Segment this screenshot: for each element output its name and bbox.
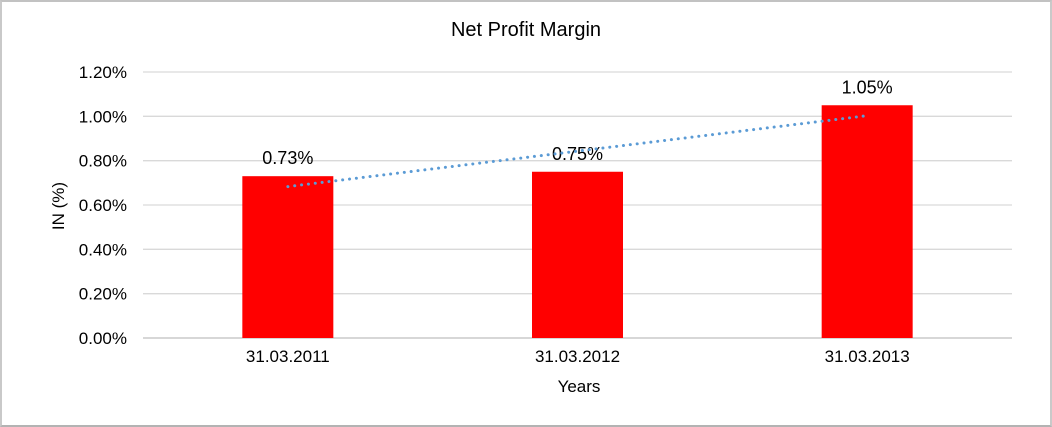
y-tick-label: 0.20% [79,285,127,304]
bar[interactable] [242,176,334,338]
y-tick-label: 0.80% [79,152,127,171]
y-tick-label: 0.60% [79,196,127,215]
chart-title: Net Profit Margin [450,19,602,41]
y-tick-label: 1.20% [79,63,127,82]
bar-value-label: 1.05% [842,77,893,97]
y-tick-label: 0.40% [79,240,127,259]
x-tick-label: 31.03.2011 [246,347,330,366]
y-tick-label: 1.00% [79,107,127,126]
x-tick-label: 31.03.2012 [535,347,620,366]
x-axis-title: Years [557,377,601,396]
bar[interactable] [821,105,913,338]
y-tick-label: 0.00% [79,329,127,348]
bar-value-label: 0.75% [552,144,603,164]
bar-value-label: 0.73% [262,148,313,168]
bar[interactable] [532,171,623,338]
trendline[interactable] [286,114,869,189]
x-tick-label: 31.03.2013 [825,347,910,366]
